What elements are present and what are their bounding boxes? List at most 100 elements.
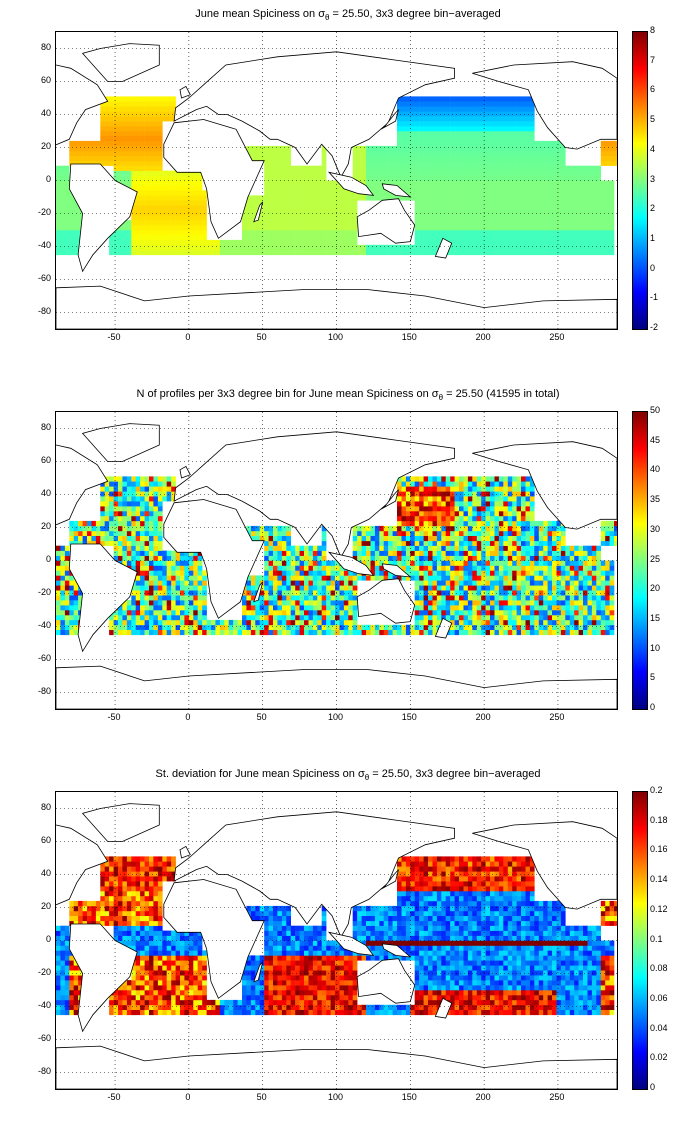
heatmap-cell bbox=[521, 190, 526, 196]
heatmap-cell bbox=[366, 195, 371, 201]
heatmap-cell bbox=[578, 220, 584, 226]
heatmap-cell bbox=[459, 190, 464, 196]
heatmap-cell bbox=[445, 170, 451, 176]
heatmap-cell bbox=[441, 565, 446, 571]
heatmap-cell bbox=[122, 525, 128, 532]
heatmap-cell bbox=[277, 545, 283, 551]
heatmap-cell bbox=[512, 610, 517, 616]
heatmap-cell bbox=[277, 610, 283, 616]
heatmap-cell bbox=[339, 615, 345, 621]
heatmap-cell bbox=[162, 235, 167, 241]
heatmap-cell bbox=[193, 205, 198, 211]
heatmap-cell bbox=[126, 605, 132, 611]
heatmap-cell bbox=[188, 610, 194, 616]
heatmap-cell bbox=[454, 570, 460, 576]
heatmap-cell bbox=[432, 126, 438, 132]
heatmap-cell bbox=[343, 590, 349, 596]
heatmap-cell bbox=[600, 185, 606, 191]
heatmap-cell bbox=[503, 131, 508, 137]
heatmap-cell bbox=[490, 486, 495, 492]
heatmap-cell bbox=[135, 610, 141, 616]
heatmap-cell bbox=[140, 501, 145, 507]
heatmap-cell bbox=[556, 225, 562, 231]
x-tick-label: 250 bbox=[549, 332, 565, 342]
heatmap-cell bbox=[441, 491, 446, 497]
heatmap-cell bbox=[290, 619, 296, 626]
heatmap-cell bbox=[494, 565, 500, 571]
heatmap-cell bbox=[383, 624, 389, 630]
heatmap-cell bbox=[144, 550, 150, 556]
heatmap-cell bbox=[525, 535, 531, 542]
heatmap-cell bbox=[330, 580, 336, 586]
heatmap-cell bbox=[556, 205, 562, 211]
heatmap-cell bbox=[494, 126, 500, 132]
heatmap-cell bbox=[149, 476, 154, 482]
heatmap-cell bbox=[436, 560, 442, 566]
heatmap-cell bbox=[264, 565, 269, 571]
heatmap-cell bbox=[273, 624, 278, 630]
heatmap-cell bbox=[485, 506, 491, 512]
heatmap-cell bbox=[171, 575, 176, 581]
heatmap-cell bbox=[73, 220, 79, 226]
heatmap-cell bbox=[268, 249, 274, 256]
heatmap-cell bbox=[485, 116, 491, 122]
heatmap-cell bbox=[202, 235, 207, 241]
heatmap-cell bbox=[401, 135, 407, 142]
heatmap-cell bbox=[432, 476, 438, 482]
heatmap-cell bbox=[56, 170, 61, 176]
heatmap-cell bbox=[521, 101, 526, 107]
heatmap-cell bbox=[113, 101, 119, 107]
heatmap-cell bbox=[556, 215, 562, 221]
heatmap-cell bbox=[157, 190, 163, 196]
heatmap-cell bbox=[144, 145, 150, 152]
heatmap-cell bbox=[450, 580, 455, 586]
heatmap-cell bbox=[122, 225, 128, 231]
heatmap-cell bbox=[525, 126, 531, 132]
heatmap-cell bbox=[144, 615, 150, 621]
heatmap-cell bbox=[512, 230, 517, 236]
heatmap-cell bbox=[255, 600, 260, 606]
heatmap-cell bbox=[405, 180, 411, 186]
heatmap-cell bbox=[149, 96, 154, 102]
heatmap-cell bbox=[521, 185, 526, 191]
heatmap-cell bbox=[312, 580, 318, 586]
heatmap-cell bbox=[339, 225, 345, 231]
coastline-8 bbox=[253, 201, 264, 223]
heatmap-cell bbox=[436, 145, 442, 152]
heatmap-cell bbox=[321, 145, 327, 152]
heatmap-cell bbox=[69, 590, 74, 596]
heatmap-cell bbox=[113, 131, 119, 137]
heatmap-cell bbox=[202, 585, 207, 591]
heatmap-cell bbox=[410, 185, 415, 191]
heatmap-cell bbox=[450, 545, 455, 551]
heatmap-cell bbox=[144, 160, 150, 166]
heatmap-cell bbox=[423, 595, 429, 601]
heatmap-cell bbox=[202, 205, 207, 211]
heatmap-cell bbox=[521, 235, 526, 241]
heatmap-cell bbox=[472, 126, 477, 132]
heatmap-cell bbox=[78, 145, 83, 152]
heatmap-cell bbox=[268, 205, 274, 211]
heatmap-cell bbox=[166, 111, 172, 117]
heatmap-cell bbox=[131, 230, 136, 236]
heatmap-cell bbox=[525, 106, 531, 112]
heatmap-cell bbox=[476, 96, 482, 102]
heatmap-cell bbox=[534, 575, 539, 581]
heatmap-cell bbox=[543, 150, 548, 156]
heatmap-cell bbox=[361, 175, 367, 181]
heatmap-cell bbox=[525, 565, 531, 571]
heatmap-cell bbox=[512, 555, 517, 561]
heatmap-cell bbox=[162, 230, 167, 236]
heatmap-cell bbox=[361, 525, 367, 532]
heatmap-cell bbox=[144, 180, 150, 186]
heatmap-cell bbox=[565, 235, 570, 241]
heatmap-cell bbox=[82, 155, 88, 162]
heatmap-cell bbox=[352, 190, 358, 196]
heatmap-cell bbox=[281, 195, 287, 201]
heatmap-cell bbox=[498, 205, 504, 211]
heatmap-cell bbox=[60, 170, 66, 176]
heatmap-cell bbox=[507, 491, 513, 497]
heatmap-cell bbox=[459, 185, 464, 191]
heatmap-cell bbox=[180, 624, 185, 630]
heatmap-cell bbox=[467, 491, 473, 497]
